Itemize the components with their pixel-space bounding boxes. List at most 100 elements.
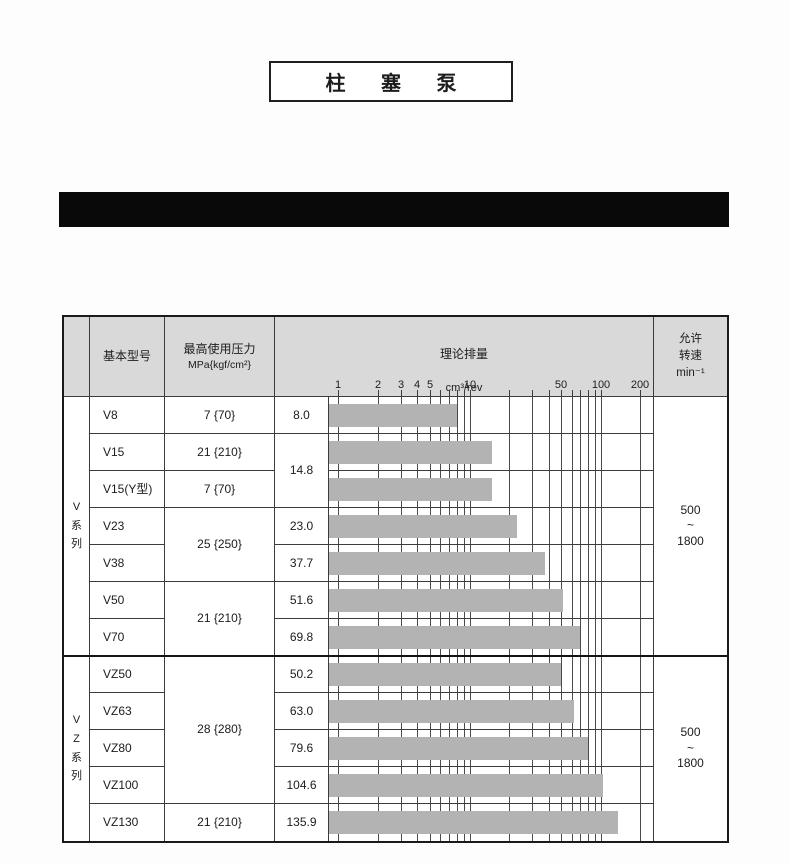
axis-tick-label: 4	[413, 379, 421, 392]
page-title: 柱 塞 泵	[269, 61, 513, 102]
axis-tick	[440, 390, 441, 396]
axis-tick-label: 100	[591, 379, 611, 392]
chart-gridline	[401, 397, 402, 841]
chart-gridline	[572, 397, 573, 841]
series-label-vz: V Z 系 列	[64, 656, 90, 841]
axis-scale: 1 2 3 4 5 10 50 100 200	[275, 317, 653, 396]
cell-disp-vz50: 50.2	[275, 656, 329, 693]
cell-disp-vz80: 79.6	[275, 730, 329, 767]
chart-bar	[329, 552, 545, 575]
chart-gridline	[464, 397, 465, 841]
chart-bar	[329, 589, 563, 612]
axis-tick-label: 50	[554, 379, 568, 392]
chart-bar	[329, 774, 603, 797]
cell-model-vz100: VZ100	[90, 767, 165, 804]
axis-tick-label: 10	[463, 379, 477, 392]
chart-gridline	[580, 397, 581, 841]
cell-model-vz63: VZ63	[90, 693, 165, 730]
chart-bar	[329, 700, 574, 723]
header-pressure-unit: MPa{kgf/cm²}	[187, 358, 252, 371]
chart-row-line	[329, 729, 653, 730]
axis-tick	[595, 390, 596, 396]
pump-spec-table: 基本型号 最高使用压力 MPa{kgf/cm²} 理论排量 cm³/rev 1 2…	[62, 315, 729, 843]
chart-gridline	[595, 397, 596, 841]
redacted-black-bar	[59, 192, 729, 227]
chart-gridline	[417, 397, 418, 841]
header-pressure: 最高使用压力 MPa{kgf/cm²}	[165, 317, 275, 397]
cell-model-vz50: VZ50	[90, 656, 165, 693]
cell-pressure-v15: 21 {210}	[165, 434, 275, 471]
cell-disp-v23: 23.0	[275, 508, 329, 545]
chart-title-line1: 理论排量	[439, 347, 488, 362]
axis-tick	[509, 390, 510, 396]
cell-model-v15: V15	[90, 434, 165, 471]
chart-bar	[329, 811, 618, 834]
chart-bar	[329, 441, 492, 464]
axis-tick	[338, 390, 339, 396]
cell-speed-vz-series: 500 ~ 1800	[654, 656, 727, 841]
cell-pressure-v23-v38: 25 {250}	[165, 508, 275, 582]
header-pressure-line1: 最高使用压力	[183, 342, 256, 357]
cell-pressure-vz130: 21 {210}	[165, 804, 275, 841]
chart-gridline	[549, 397, 550, 841]
chart-gridline	[601, 397, 602, 841]
chart-row-line	[329, 766, 653, 767]
chart-bar	[329, 478, 492, 501]
header-speed-unit: min⁻¹	[676, 367, 705, 380]
axis-tick	[580, 390, 581, 396]
axis-tick	[640, 390, 641, 396]
cell-disp-vz100: 104.6	[275, 767, 329, 804]
cell-model-vz80: VZ80	[90, 730, 165, 767]
cell-disp-v38: 37.7	[275, 545, 329, 582]
header-displacement: 理论排量 cm³/rev 1 2 3 4 5 10 50 100 200	[275, 317, 654, 397]
section-divider	[64, 655, 727, 657]
chart-gridline	[532, 397, 533, 841]
chart-row-line	[329, 581, 653, 582]
axis-tick	[572, 390, 573, 396]
cell-model-v8: V8	[90, 397, 165, 434]
axis-tick	[549, 390, 550, 396]
series-label-v: V 系 列	[64, 397, 90, 656]
cell-disp-vz130: 135.9	[275, 804, 329, 841]
axis-tick	[561, 390, 562, 396]
chart-gridline	[470, 397, 471, 841]
chart-gridline	[509, 397, 510, 841]
chart-row-line	[329, 433, 653, 434]
displacement-chart	[329, 397, 654, 841]
chart-gridline	[378, 397, 379, 841]
axis-tick-label: 2	[374, 379, 382, 392]
cell-model-v15y: V15(Y型)	[90, 471, 165, 508]
chart-row-line	[329, 803, 653, 804]
cell-model-v23: V23	[90, 508, 165, 545]
axis-tick-label: 5	[426, 379, 434, 392]
header-speed: 允许 转速 min⁻¹	[654, 317, 727, 397]
chart-row-line	[329, 507, 653, 508]
chart-gridline	[338, 397, 339, 841]
cell-pressure-vz50-vz100: 28 {280}	[165, 656, 275, 804]
axis-tick-label: 3	[397, 379, 405, 392]
chart-gridline	[588, 397, 589, 841]
header-model: 基本型号	[90, 317, 165, 397]
chart-bar	[329, 737, 588, 760]
axis-tick-label: 200	[630, 379, 650, 392]
cell-disp-vz63: 63.0	[275, 693, 329, 730]
axis-tick	[457, 390, 458, 396]
chart-gridline	[430, 397, 431, 841]
axis-tick	[588, 390, 589, 396]
chart-gridline	[440, 397, 441, 841]
cell-disp-v15-v15y: 14.8	[275, 434, 329, 508]
axis-tick	[430, 390, 431, 396]
cell-model-v70: V70	[90, 619, 165, 656]
header-speed-line1: 允许	[679, 332, 702, 345]
chart-gridline	[457, 397, 458, 841]
cell-pressure-v15y: 7 {70}	[165, 471, 275, 508]
cell-model-v50: V50	[90, 582, 165, 619]
axis-tick-label: 1	[334, 379, 342, 392]
chart-title-unit: cm³/rev	[445, 382, 483, 395]
axis-tick	[378, 390, 379, 396]
page-title-text: 柱 塞 泵	[325, 73, 472, 95]
axis-tick	[401, 390, 402, 396]
cell-disp-v70: 69.8	[275, 619, 329, 656]
cell-pressure-v50-v70: 21 {210}	[165, 582, 275, 656]
chart-gridline	[449, 397, 450, 841]
